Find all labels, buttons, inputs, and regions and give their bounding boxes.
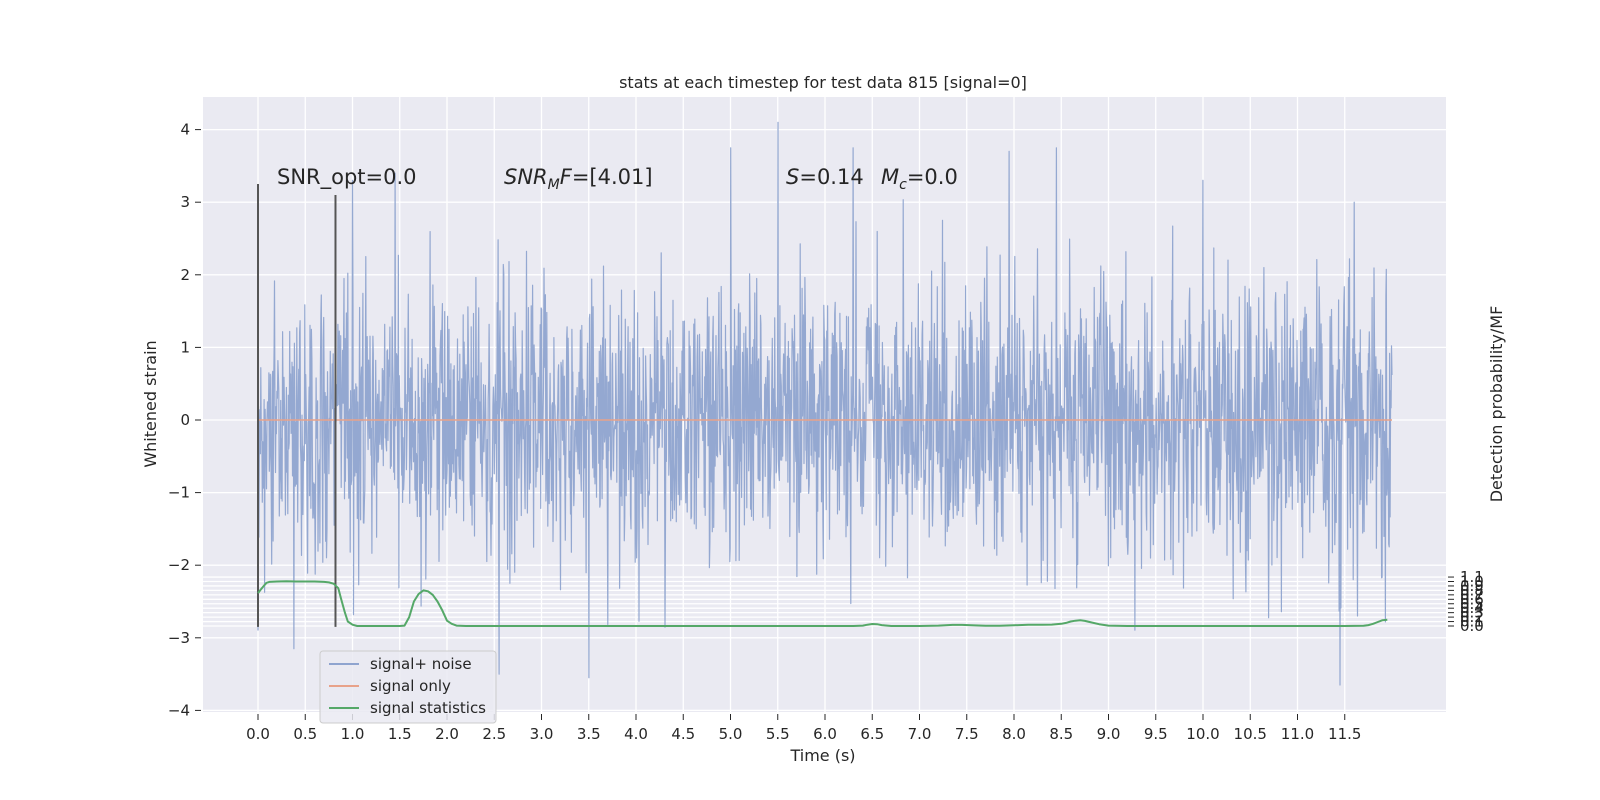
x-axis-label: Time (s) xyxy=(789,746,855,765)
y-tick-label: −1 xyxy=(168,484,190,502)
x-tick-label: 9.5 xyxy=(1144,725,1168,743)
signal-statistics-series xyxy=(257,580,1388,627)
y-tick-label: 1 xyxy=(180,338,190,356)
y-tick-label: 4 xyxy=(180,121,190,139)
y2-tick-label: 0.3 xyxy=(1460,604,1484,622)
annotation-snr-mf: SNRMF=[4.01] xyxy=(504,165,653,193)
y-axis-ticks: −4 −3 −2 −1 0 1 2 3 4 xyxy=(168,121,201,719)
annotation-mc-value: Mc=0.0 xyxy=(881,165,958,193)
x-tick-label: 4.5 xyxy=(671,725,695,743)
y-tick-label: 0 xyxy=(180,411,190,429)
legend-label-noise: signal+ noise xyxy=(370,655,472,673)
noise-line xyxy=(257,121,1393,686)
x-tick-label: 0.0 xyxy=(246,725,270,743)
x-tick-label: 3.0 xyxy=(530,725,554,743)
y-tick-label: −4 xyxy=(168,701,190,719)
x-tick-label: 1.0 xyxy=(341,725,365,743)
y2-tick-label: 1.0 xyxy=(1460,573,1484,591)
x-tick-label: 5.5 xyxy=(766,725,790,743)
y2-tick-label: 0.4 xyxy=(1460,599,1484,617)
x-tick-label: 7.0 xyxy=(908,725,932,743)
y2-tick-label: 0.2 xyxy=(1460,608,1484,626)
y2-axis-label: Detection probability/MF xyxy=(1487,306,1506,503)
y-tick-label: 2 xyxy=(180,266,190,284)
x-tick-label: 11.5 xyxy=(1328,725,1361,743)
y2-tick-label: 0.6 xyxy=(1460,590,1484,608)
x-tick-label: 4.0 xyxy=(624,725,648,743)
legend: signal+ noise signal only signal statist… xyxy=(319,650,497,724)
x-tick-label: 8.0 xyxy=(1002,725,1026,743)
x-tick-label: 11.0 xyxy=(1281,725,1314,743)
x-tick-label: 6.0 xyxy=(813,725,837,743)
annotation-s-value: S=0.14 xyxy=(786,165,864,189)
signal-noise-series xyxy=(257,121,1393,686)
y2-tick-label: 0.8 xyxy=(1460,581,1484,599)
annotation-snr-opt: SNR_opt=0.0 xyxy=(277,165,417,190)
x-tick-label: 10.5 xyxy=(1234,725,1267,743)
legend-label-statistics: signal statistics xyxy=(370,699,486,717)
y-axis-label: Whitened strain xyxy=(141,340,160,467)
y-tick-label: −3 xyxy=(168,629,190,647)
x-tick-label: 5.0 xyxy=(719,725,743,743)
y2-axis-ticks: 0.00.10.20.30.40.50.60.70.80.91.01.1 xyxy=(1448,568,1484,635)
x-tick-label: 2.5 xyxy=(482,725,506,743)
statistics-line xyxy=(257,580,1388,627)
x-axis-ticks: 0.0 0.5 1.0 1.5 2.0 2.5 3.0 3.5 4.0 4.5 5.0 5.5 6.0 6… xyxy=(246,714,1361,743)
y2-tick-label: 0.5 xyxy=(1460,595,1484,613)
x-tick-label: 2.0 xyxy=(435,725,459,743)
x-tick-label: 1.5 xyxy=(388,725,412,743)
legend-label-signal-only: signal only xyxy=(370,677,451,695)
x-tick-label: 3.5 xyxy=(577,725,601,743)
y2-tick-label: 0.7 xyxy=(1460,586,1484,604)
x-tick-label: 0.5 xyxy=(293,725,317,743)
y2-tick-label: 1.1 xyxy=(1460,568,1484,586)
y-tick-label: −2 xyxy=(168,556,190,574)
chart-title: stats at each timestep for test data 815… xyxy=(619,73,1027,92)
x-tick-label: 8.5 xyxy=(1049,725,1073,743)
x-tick-label: 6.5 xyxy=(860,725,884,743)
y-tick-label: 3 xyxy=(180,193,190,211)
y2-tick-label: 0.0 xyxy=(1460,617,1484,635)
x-tick-label: 7.5 xyxy=(955,725,979,743)
x-tick-label: 9.0 xyxy=(1097,725,1121,743)
x-tick-label: 10.0 xyxy=(1186,725,1219,743)
y2-tick-label: 0.1 xyxy=(1460,613,1484,631)
vertical-markers xyxy=(257,184,337,627)
y2-tick-label: 0.9 xyxy=(1460,577,1484,595)
legend-box xyxy=(319,650,497,724)
